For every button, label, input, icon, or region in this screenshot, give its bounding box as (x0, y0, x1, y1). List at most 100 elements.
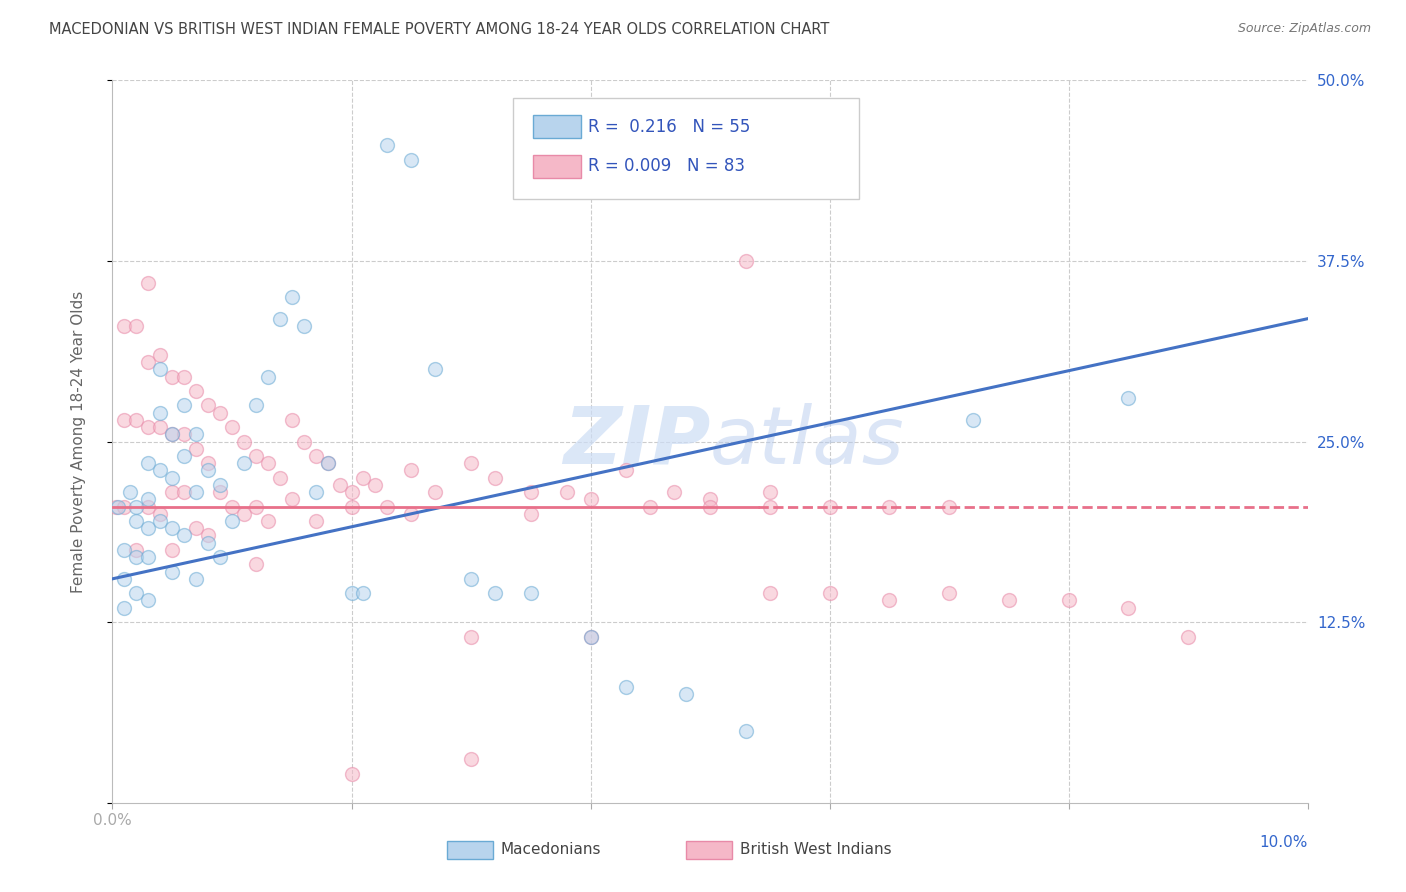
Point (401, 153, 423, 167)
Point (245, 500, 267, 514)
Point (186, 427, 208, 442)
Point (221, 500, 243, 514)
Text: 10.0%: 10.0% (1260, 835, 1308, 850)
Point (162, 427, 183, 442)
Point (555, 485, 578, 500)
Point (173, 369, 195, 384)
Point (425, 362, 447, 376)
Point (579, 492, 602, 507)
Point (316, 456, 339, 470)
Point (699, 492, 721, 507)
Point (579, 630, 602, 644)
Point (1118, 391, 1140, 405)
Point (281, 492, 304, 507)
Point (233, 434, 256, 449)
Point (329, 478, 352, 492)
Point (162, 521, 183, 535)
Text: British West Indians: British West Indians (740, 842, 891, 857)
Point (149, 514, 172, 528)
Point (938, 586, 960, 600)
Point (138, 492, 160, 507)
Point (114, 413, 135, 427)
Point (138, 276, 160, 290)
Point (114, 542, 135, 557)
Point (162, 427, 183, 442)
Point (107, 500, 129, 514)
Point (460, 630, 482, 644)
Text: MACEDONIAN VS BRITISH WEST INDIAN FEMALE POVERTY AMONG 18-24 YEAR OLDS CORRELATI: MACEDONIAN VS BRITISH WEST INDIAN FEMALE… (49, 22, 830, 37)
Point (125, 514, 148, 528)
Point (340, 767, 363, 781)
Point (460, 752, 482, 766)
Point (269, 470, 291, 484)
Point (233, 507, 256, 521)
Point (138, 420, 160, 434)
Point (520, 507, 543, 521)
Point (114, 600, 135, 615)
Point (125, 413, 148, 427)
Point (353, 470, 375, 484)
Point (221, 420, 243, 434)
Point (257, 514, 280, 528)
Point (173, 427, 195, 442)
Point (245, 398, 267, 412)
Point (377, 138, 399, 153)
Text: atlas: atlas (710, 402, 905, 481)
Point (162, 369, 183, 384)
Point (120, 485, 142, 500)
Point (186, 442, 208, 456)
Point (149, 362, 172, 376)
Point (292, 318, 315, 333)
Point (460, 456, 482, 470)
Point (125, 500, 148, 514)
Point (173, 485, 195, 500)
Point (197, 463, 219, 477)
Point (735, 253, 758, 268)
Point (125, 542, 148, 557)
Point (425, 485, 447, 500)
Point (138, 521, 160, 535)
Point (138, 456, 160, 470)
Point (640, 500, 662, 514)
Point (938, 500, 960, 514)
Point (281, 413, 304, 427)
Point (197, 528, 219, 542)
Point (125, 586, 148, 600)
Point (125, 550, 148, 565)
Point (340, 586, 363, 600)
Point (114, 318, 135, 333)
Text: Macedonians: Macedonians (501, 842, 602, 857)
Point (138, 593, 160, 607)
Point (114, 572, 135, 586)
Point (138, 500, 160, 514)
Text: Source: ZipAtlas.com: Source: ZipAtlas.com (1237, 22, 1371, 36)
Point (233, 456, 256, 470)
Point (149, 463, 172, 477)
Point (484, 586, 506, 600)
Point (305, 485, 328, 500)
Point (340, 500, 363, 514)
Point (186, 384, 208, 398)
Point (281, 290, 304, 304)
Point (245, 558, 267, 572)
Point (197, 535, 219, 549)
Point (664, 485, 686, 500)
Point (209, 485, 232, 500)
Point (759, 586, 782, 600)
Point (759, 485, 782, 500)
Point (114, 500, 135, 514)
Point (221, 514, 243, 528)
Point (209, 478, 232, 492)
Point (377, 500, 399, 514)
Point (818, 500, 841, 514)
Point (173, 449, 195, 463)
Point (579, 630, 602, 644)
Point (879, 500, 901, 514)
Point (699, 500, 721, 514)
Point (401, 463, 423, 477)
Point (186, 572, 208, 586)
Point (616, 680, 638, 694)
Text: R = 0.009   N = 83: R = 0.009 N = 83 (588, 156, 745, 175)
Point (460, 572, 482, 586)
Point (173, 398, 195, 412)
